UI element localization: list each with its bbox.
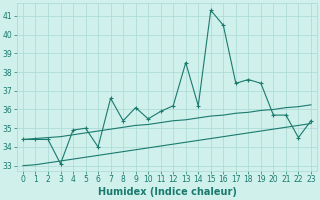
X-axis label: Humidex (Indice chaleur): Humidex (Indice chaleur) <box>98 187 236 197</box>
